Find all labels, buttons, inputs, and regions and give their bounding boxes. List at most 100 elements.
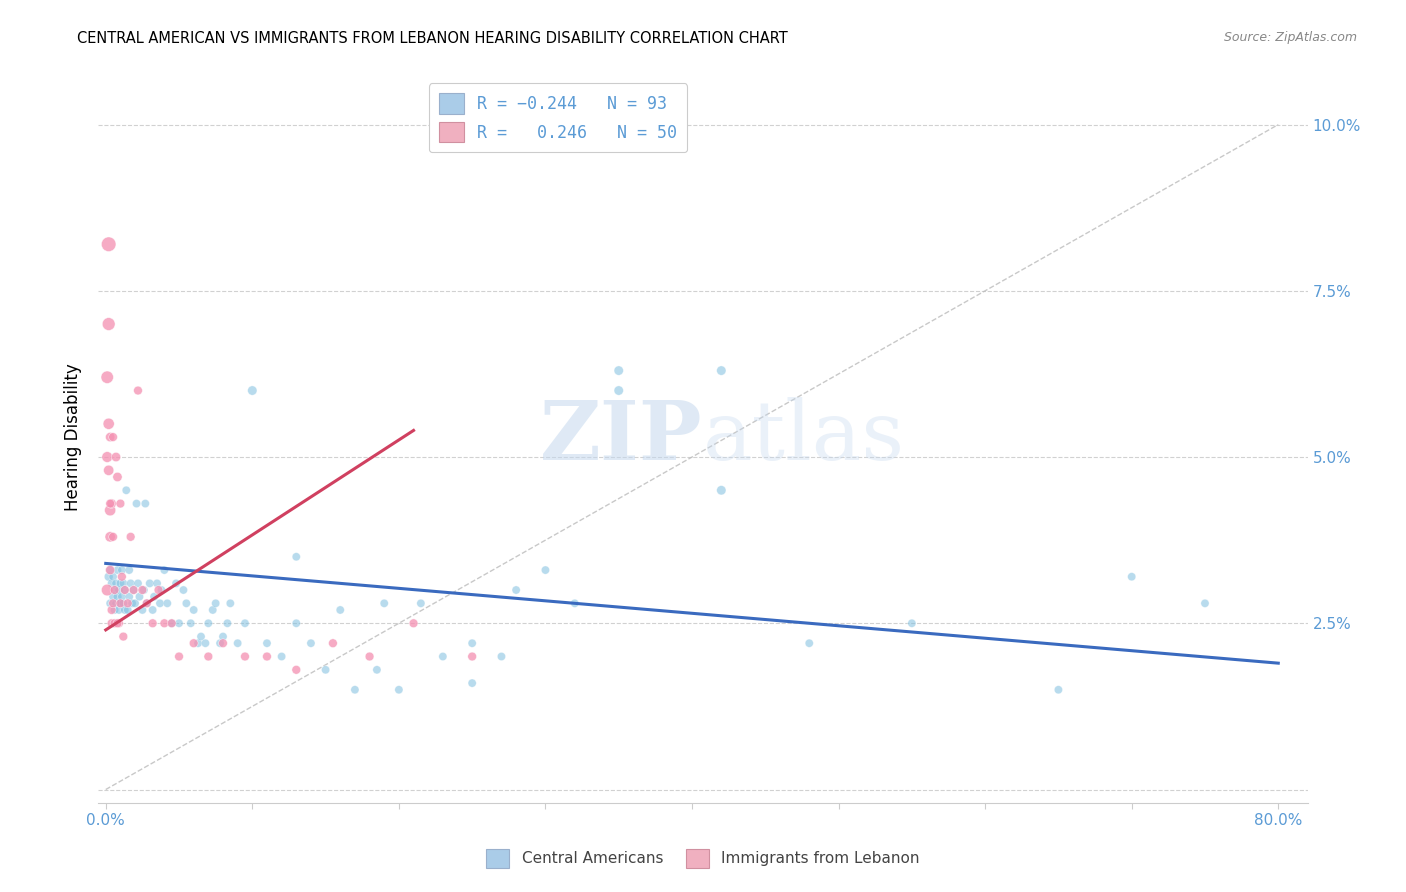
Point xyxy=(122,582,145,597)
Point xyxy=(153,616,176,631)
Point xyxy=(142,603,165,617)
Legend: R = −0.244   N = 93, R =   0.246   N = 50: R = −0.244 N = 93, R = 0.246 N = 50 xyxy=(429,83,688,153)
Point xyxy=(101,530,124,544)
Point xyxy=(534,563,557,577)
Point xyxy=(172,582,194,597)
Point xyxy=(120,576,142,591)
Point xyxy=(409,596,432,610)
Point xyxy=(190,630,212,644)
Point xyxy=(131,603,153,617)
Point xyxy=(98,596,121,610)
Point xyxy=(100,576,122,591)
Point xyxy=(240,384,263,398)
Point xyxy=(111,590,134,604)
Point xyxy=(107,590,129,604)
Point xyxy=(153,563,176,577)
Point xyxy=(103,603,125,617)
Point xyxy=(96,582,118,597)
Point xyxy=(204,596,226,610)
Point xyxy=(111,563,134,577)
Point xyxy=(98,563,121,577)
Point xyxy=(100,497,122,511)
Point xyxy=(110,497,132,511)
Point xyxy=(212,630,235,644)
Point xyxy=(117,603,139,617)
Point xyxy=(112,630,135,644)
Point xyxy=(329,603,352,617)
Point xyxy=(217,616,239,631)
Y-axis label: Hearing Disability: Hearing Disability xyxy=(65,363,83,511)
Point xyxy=(256,636,278,650)
Point xyxy=(505,582,527,597)
Point xyxy=(322,636,344,650)
Point xyxy=(105,450,128,464)
Point xyxy=(103,582,125,597)
Point xyxy=(100,616,122,631)
Point xyxy=(143,590,166,604)
Point xyxy=(111,570,134,584)
Point xyxy=(110,596,132,610)
Point xyxy=(432,649,454,664)
Point xyxy=(97,317,120,331)
Point xyxy=(98,503,121,517)
Point xyxy=(710,363,733,377)
Point xyxy=(461,636,484,650)
Point xyxy=(233,649,256,664)
Point xyxy=(194,636,217,650)
Point xyxy=(107,470,129,484)
Point xyxy=(118,563,141,577)
Point xyxy=(402,616,425,631)
Point xyxy=(148,582,170,597)
Point xyxy=(150,582,173,597)
Point xyxy=(160,616,183,631)
Point xyxy=(1047,682,1070,697)
Point xyxy=(107,616,129,631)
Legend: Central Americans, Immigrants from Lebanon: Central Americans, Immigrants from Leban… xyxy=(481,843,925,873)
Point xyxy=(114,582,136,597)
Point xyxy=(366,663,388,677)
Point xyxy=(197,649,219,664)
Point xyxy=(156,596,179,610)
Point xyxy=(183,636,205,650)
Point xyxy=(103,616,125,631)
Point xyxy=(103,582,125,597)
Point xyxy=(101,590,124,604)
Point xyxy=(120,530,142,544)
Point xyxy=(131,582,153,597)
Point xyxy=(799,636,821,650)
Point xyxy=(160,616,183,631)
Point xyxy=(100,603,122,617)
Point xyxy=(101,596,124,610)
Text: CENTRAL AMERICAN VS IMMIGRANTS FROM LEBANON HEARING DISABILITY CORRELATION CHART: CENTRAL AMERICAN VS IMMIGRANTS FROM LEBA… xyxy=(77,31,789,46)
Point xyxy=(138,576,160,591)
Point xyxy=(101,570,124,584)
Point xyxy=(256,649,278,664)
Point xyxy=(117,596,139,610)
Point xyxy=(1121,570,1143,584)
Text: ZIP: ZIP xyxy=(540,397,703,477)
Point xyxy=(142,616,165,631)
Point xyxy=(226,636,249,650)
Point xyxy=(285,663,308,677)
Point xyxy=(180,616,202,631)
Point xyxy=(167,616,190,631)
Point xyxy=(114,603,136,617)
Point xyxy=(110,596,132,610)
Point xyxy=(98,530,121,544)
Point xyxy=(359,649,381,664)
Point xyxy=(98,563,121,577)
Point xyxy=(132,582,155,597)
Point xyxy=(105,576,128,591)
Point xyxy=(901,616,924,631)
Point xyxy=(1194,596,1216,610)
Point xyxy=(373,596,395,610)
Point xyxy=(105,596,128,610)
Point xyxy=(388,682,411,697)
Point xyxy=(97,463,120,477)
Point xyxy=(491,649,513,664)
Point xyxy=(125,497,148,511)
Point xyxy=(461,649,484,664)
Point xyxy=(607,363,630,377)
Point xyxy=(128,590,150,604)
Point xyxy=(187,636,209,650)
